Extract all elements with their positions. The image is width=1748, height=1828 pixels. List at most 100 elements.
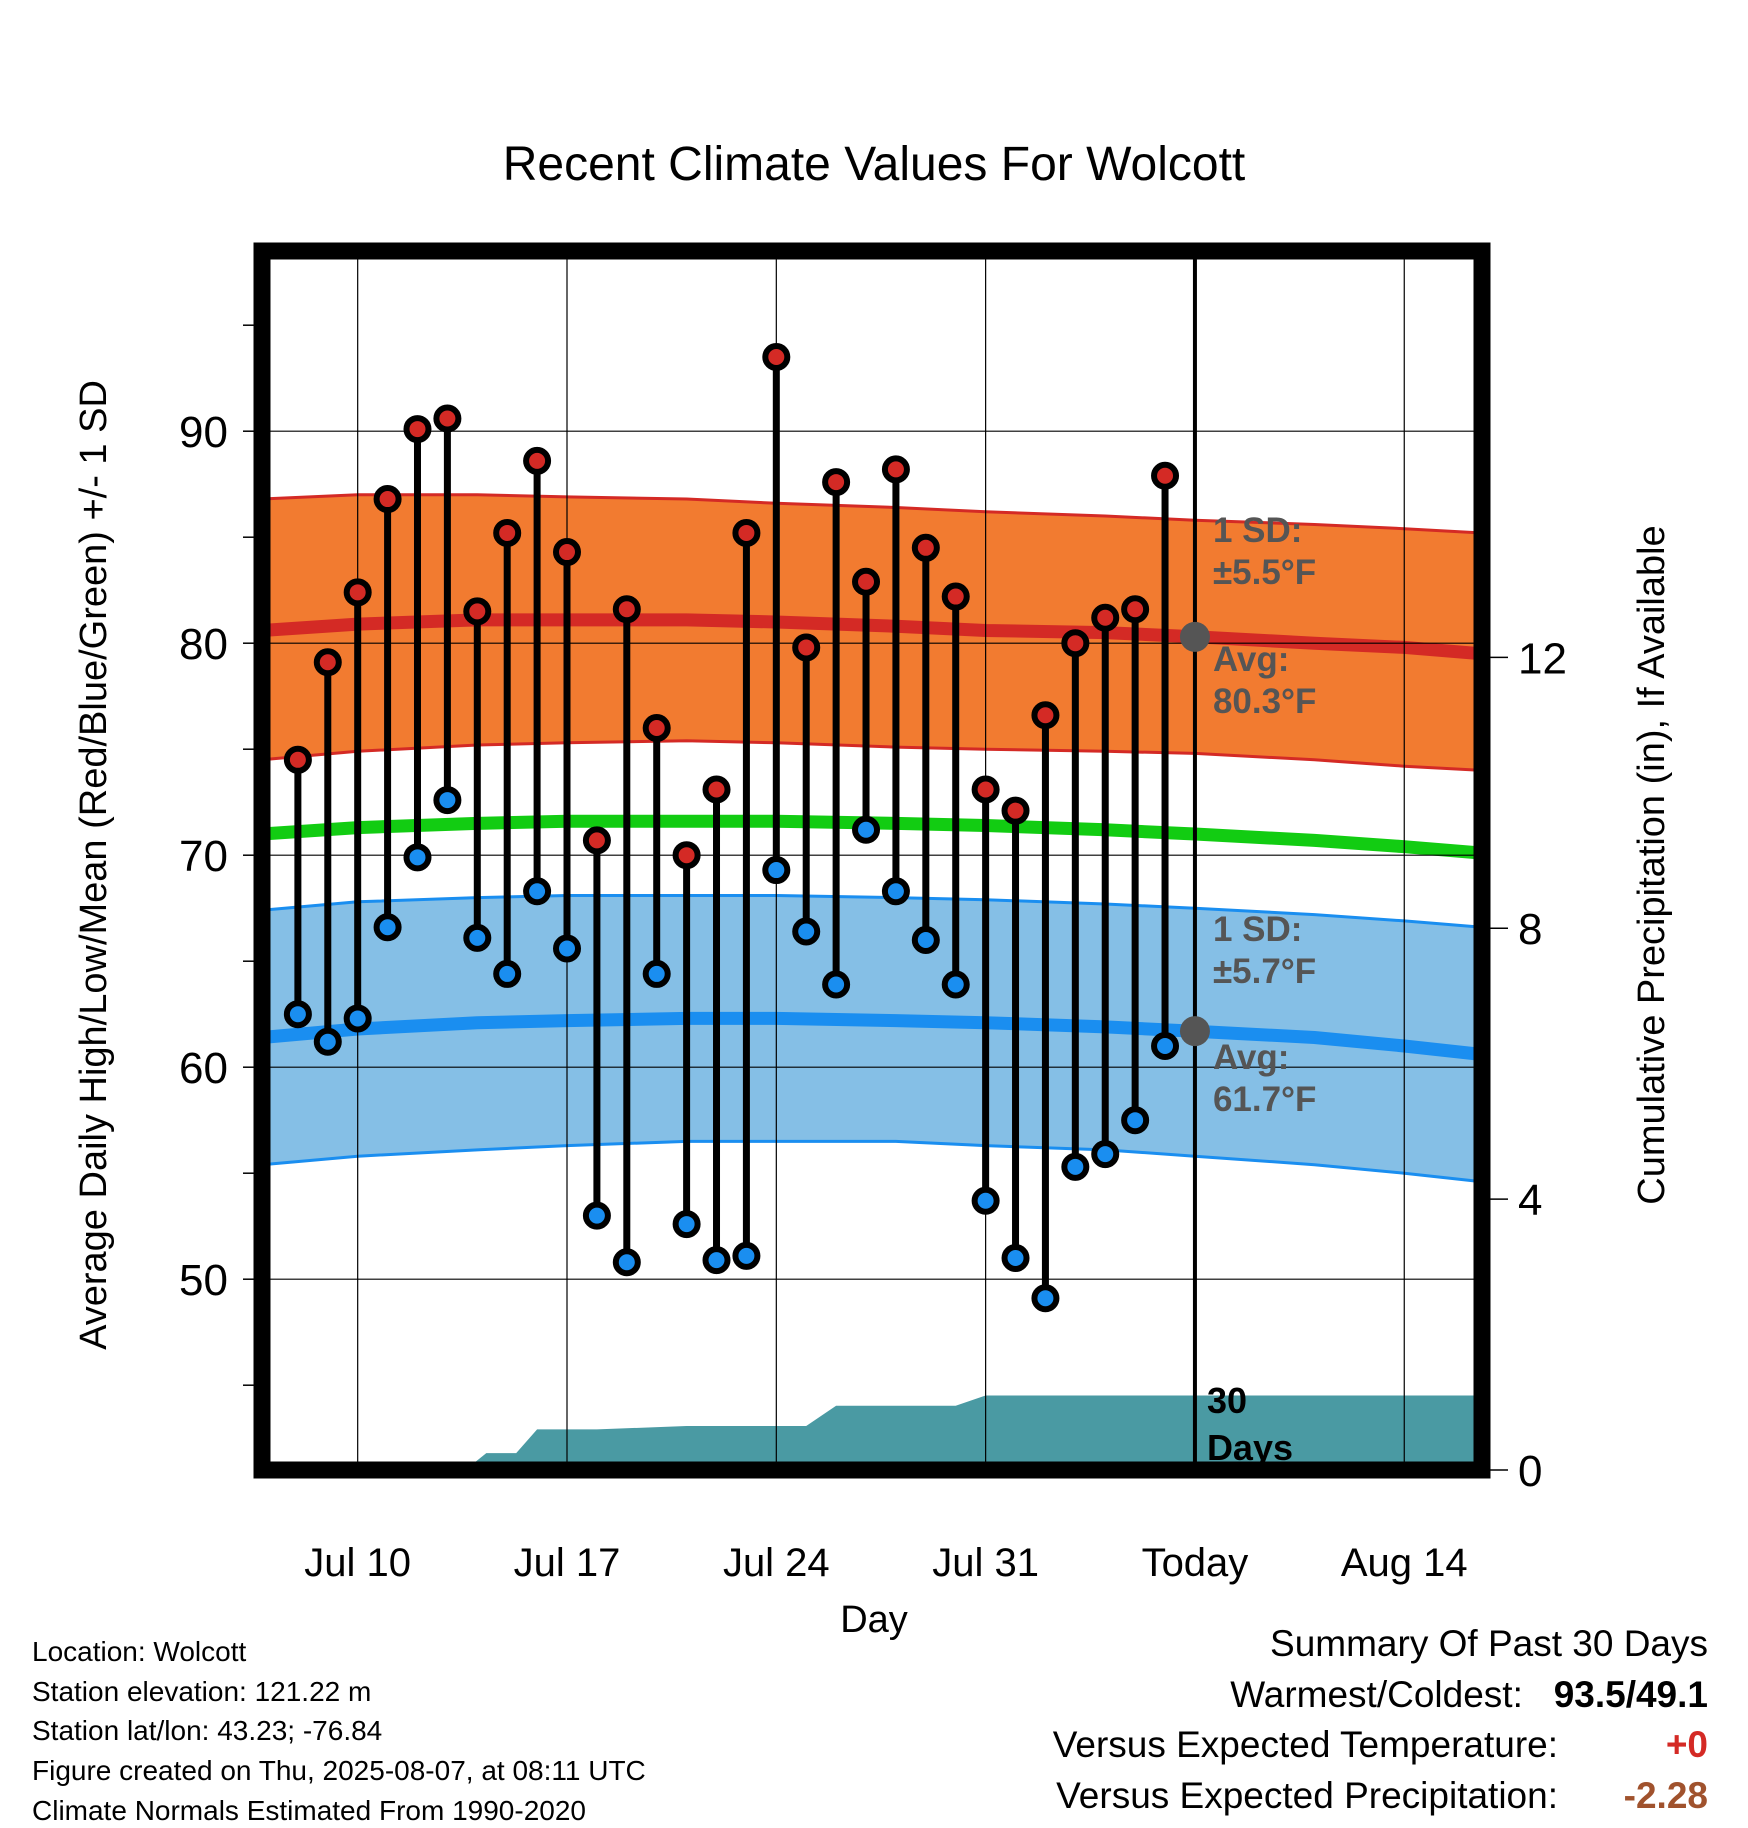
low-avg-label: Avg: (1213, 1038, 1289, 1077)
daily-high-point (313, 648, 342, 677)
low-avg-marker (1179, 1016, 1210, 1047)
daily-high-point (911, 533, 940, 562)
daily-high-point (642, 714, 671, 742)
today-days-label: 30 (1207, 1380, 1247, 1421)
daily-low-point (612, 1248, 641, 1277)
daily-low-point (642, 959, 671, 988)
x-axis-label: Day (840, 1599, 908, 1641)
low-avg-line (261, 1011, 1483, 1061)
summary-temp: Versus Expected Temperature: +0 (1053, 1723, 1708, 1767)
elevation-text: Station elevation: 121.22 m (32, 1676, 372, 1707)
daily-low-point (1121, 1106, 1150, 1135)
precip-label: Versus Expected Precipitation: (1056, 1775, 1558, 1816)
daily-low-point (1091, 1140, 1120, 1169)
y-tick-label: 90 (179, 408, 228, 457)
daily-high-point (403, 415, 432, 444)
chart-title: Recent Climate Values For Wolcott (503, 138, 1246, 191)
high-sd-value: ±5.5°F (1213, 553, 1316, 592)
daily-high-point (463, 597, 492, 626)
location-text: Location: Wolcott (32, 1636, 247, 1667)
x-tick-label: Aug 14 (1341, 1541, 1468, 1585)
x-tick-label: Jul 17 (514, 1541, 621, 1585)
daily-high-point (582, 826, 611, 855)
warm-cold-label: Warmest/Coldest: (1230, 1674, 1523, 1715)
daily-high-point (1121, 595, 1150, 624)
daily-high-point (762, 343, 791, 371)
daily-high-point (792, 633, 821, 662)
daily-low-point (493, 959, 522, 988)
high-avg-marker (1179, 621, 1210, 652)
daily-high-point (1091, 603, 1120, 632)
daily-high-point (702, 775, 731, 804)
daily-low-point (1001, 1244, 1030, 1272)
plot-frame (253, 242, 1491, 1479)
high-avg-value: 80.3°F (1213, 682, 1317, 721)
daily-high-point (822, 468, 851, 497)
daily-high-point (493, 518, 522, 547)
daily-low-point (523, 877, 552, 906)
y-tick-label: 60 (179, 1044, 228, 1093)
precip-area (357, 1395, 1483, 1470)
daily-high-point (1151, 461, 1180, 490)
daily-high-point (941, 582, 970, 611)
y2-tick-label: 4 (1518, 1176, 1542, 1225)
daily-high-point (343, 578, 372, 607)
daily-low-point (762, 856, 791, 885)
daily-low-point (702, 1246, 731, 1275)
daily-high-point (612, 595, 641, 624)
daily-low-point (373, 913, 402, 942)
today-days-label: Days (1207, 1427, 1293, 1468)
daily-low-point (852, 815, 881, 844)
daily-low-point (672, 1210, 701, 1239)
low-sd-label: 1 SD: (1213, 910, 1302, 949)
x-tick-label: Jul 10 (304, 1541, 411, 1585)
summary-precip: Versus Expected Precipitation: -2.28 (1056, 1774, 1708, 1818)
daily-high-point (433, 404, 462, 433)
plot-background (262, 251, 1482, 1470)
daily-low-point (463, 923, 492, 952)
x-tick-label: Jul 31 (932, 1541, 1039, 1585)
y2-axis-label: Cumulative Precipitation (in), If Availa… (1631, 525, 1673, 1204)
x-tick-label: Jul 24 (723, 1541, 830, 1585)
daily-high-point (732, 518, 761, 547)
low-avg-value: 61.7°F (1213, 1080, 1317, 1119)
low-lower-line (261, 1139, 1483, 1184)
daily-low-point (911, 926, 940, 954)
daily-low-point (822, 970, 851, 999)
daily-high-point (1031, 701, 1060, 730)
y-tick-label: 70 (179, 832, 228, 881)
precip-value: -2.28 (1623, 1775, 1708, 1816)
temp-value: +0 (1665, 1724, 1708, 1765)
daily-low-point (283, 1000, 312, 1029)
y-axis-label: Average Daily High/Low/Mean (Red/Blue/Gr… (73, 380, 115, 1350)
low-sd-value: ±5.7°F (1213, 952, 1316, 991)
daily-high-point (1001, 796, 1030, 825)
daily-high-point (373, 485, 402, 514)
y2-tick-label: 12 (1518, 634, 1567, 683)
latlon-text: Station lat/lon: 43.23; -76.84 (32, 1715, 383, 1746)
high-sd-label: 1 SD: (1213, 511, 1302, 550)
daily-high-point (283, 745, 312, 774)
daily-low-point (553, 934, 581, 963)
daily-low-point (433, 786, 462, 815)
daily-high-point (672, 841, 701, 870)
daily-low-point (971, 1186, 1000, 1215)
y-tick-label: 50 (179, 1256, 228, 1305)
daily-high-point (553, 538, 581, 567)
normals-text: Climate Normals Estimated From 1990-2020 (32, 1795, 586, 1826)
y2-tick-label: 0 (1518, 1447, 1542, 1496)
daily-low-point (881, 877, 910, 906)
created-text: Figure created on Thu, 2025-08-07, at 08… (32, 1755, 646, 1786)
daily-low-point (403, 843, 432, 872)
daily-high-point (1061, 629, 1090, 658)
warm-cold-value: 93.5/49.1 (1553, 1674, 1708, 1715)
daily-high-point (881, 455, 910, 484)
daily-low-point (1151, 1032, 1180, 1060)
daily-high-point (971, 775, 1000, 804)
summary-warm-cold: Warmest/Coldest: 93.5/49.1 (1230, 1673, 1708, 1717)
daily-low-point (582, 1201, 611, 1230)
y-tick-label: 80 (179, 620, 228, 669)
temp-label: Versus Expected Temperature: (1052, 1724, 1558, 1765)
daily-low-point (1061, 1152, 1090, 1181)
